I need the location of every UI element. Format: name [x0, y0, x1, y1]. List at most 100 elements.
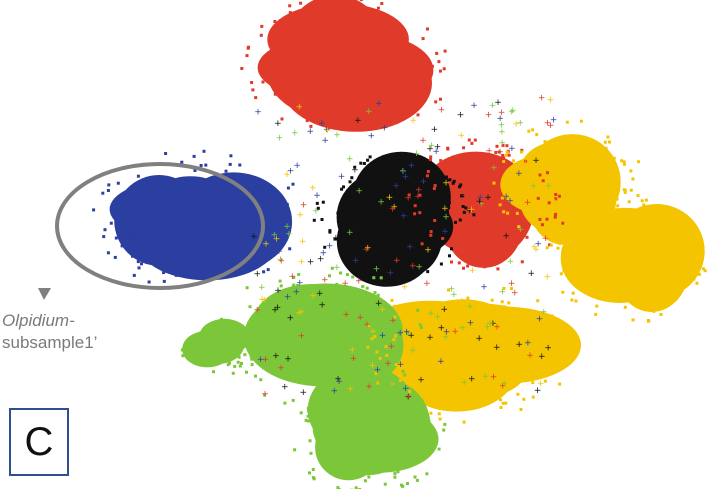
scatter-marker: +	[482, 372, 490, 382]
scatter-point	[190, 347, 194, 351]
scatter-point	[422, 178, 426, 182]
scatter-point	[434, 100, 438, 104]
scatter-marker: +	[338, 172, 346, 182]
scatter-point	[348, 383, 352, 387]
annotation-label-line2: subsample1’	[2, 333, 98, 352]
scatter-point	[573, 265, 577, 269]
scatter-point	[405, 464, 409, 468]
scatter-marker: +	[537, 379, 545, 389]
scatter-point	[419, 325, 423, 329]
scatter-point	[106, 251, 110, 255]
annotation-label: Olpidium- subsample1’	[2, 310, 97, 354]
scatter-point	[574, 234, 578, 238]
scatter-point	[445, 175, 448, 179]
scatter-point	[403, 465, 407, 469]
scatter-point	[640, 207, 644, 211]
scatter-point	[587, 229, 591, 232]
scatter-marker: +	[508, 279, 516, 289]
scatter-marker: +	[524, 198, 532, 208]
scatter-point	[634, 210, 638, 214]
scatter-point	[396, 382, 400, 386]
scatter-point	[402, 96, 406, 100]
scatter-point	[323, 392, 327, 396]
scatter-point	[512, 159, 515, 163]
scatter-marker: +	[402, 384, 410, 394]
scatter-point	[527, 129, 531, 133]
cluster-10	[182, 318, 250, 368]
scatter-point	[354, 293, 358, 296]
scatter-marker: +	[317, 255, 325, 265]
scatter-point	[494, 151, 498, 154]
scatter-point	[283, 219, 287, 223]
scatter-point	[180, 348, 184, 352]
scatter-point	[297, 273, 301, 276]
scatter-point	[415, 316, 419, 320]
scatter-point	[299, 1, 303, 5]
scatter-point	[306, 406, 310, 410]
scatter-marker: +	[404, 194, 412, 204]
scatter-point	[501, 143, 505, 147]
scatter-point	[681, 224, 685, 228]
scatter-point	[306, 414, 310, 418]
scatter-point	[266, 268, 270, 272]
scatter-marker: +	[299, 237, 307, 247]
scatter-point	[562, 269, 566, 273]
scatter-marker: +	[298, 258, 306, 268]
scatter-point	[262, 366, 266, 370]
scatter-marker: +	[389, 316, 397, 326]
scatter-point	[92, 208, 96, 212]
scatter-marker: +	[532, 156, 540, 166]
scatter-point	[352, 380, 356, 384]
scatter-point	[224, 169, 228, 173]
scatter-point	[392, 338, 396, 342]
scatter-point	[350, 176, 354, 180]
scatter-point	[309, 284, 313, 288]
scatter-marker: +	[353, 115, 361, 125]
scatter-point	[669, 284, 673, 288]
scatter-marker: +	[536, 315, 544, 325]
scatter-marker: +	[386, 193, 394, 203]
scatter-point	[682, 231, 686, 235]
scatter-point	[499, 406, 503, 409]
scatter-marker: +	[333, 130, 341, 140]
scatter-marker: +	[335, 377, 343, 387]
scatter-point	[571, 291, 575, 295]
scatter-point	[694, 240, 698, 244]
scatter-point	[113, 255, 117, 259]
panel-label-box: C	[9, 408, 69, 476]
scatter-point	[189, 353, 193, 357]
scatter-point	[202, 149, 206, 153]
scatter-point	[307, 100, 311, 104]
scatter-marker: +	[434, 143, 442, 153]
scatter-marker: +	[316, 289, 324, 299]
scatter-point	[279, 284, 283, 288]
scatter-point	[250, 81, 254, 84]
scatter-marker: +	[333, 263, 341, 273]
scatter-point	[326, 126, 330, 130]
scatter-marker: +	[547, 96, 555, 106]
scatter-marker: +	[498, 108, 506, 118]
scatter-marker: +	[307, 127, 315, 137]
scatter-marker: +	[298, 307, 306, 317]
scatter-point	[342, 185, 345, 189]
scatter-marker: +	[379, 305, 387, 315]
scatter-point	[258, 69, 262, 73]
scatter-marker: +	[486, 319, 494, 329]
scatter-point	[407, 458, 411, 462]
scatter-point	[439, 262, 443, 266]
scatter-point	[644, 198, 648, 202]
scatter-point	[562, 236, 566, 240]
scatter-point	[473, 138, 477, 142]
scatter-point	[315, 201, 319, 205]
scatter-marker: +	[309, 184, 317, 194]
scatter-point	[212, 370, 215, 374]
scatter-point	[597, 208, 601, 211]
scatter-point	[574, 299, 578, 303]
scatter-point	[334, 237, 338, 241]
scatter-marker: +	[321, 136, 329, 146]
scatter-point	[388, 376, 392, 380]
scatter-marker: +	[493, 343, 501, 353]
scatter-point	[233, 258, 237, 262]
scatter-point	[410, 90, 413, 94]
